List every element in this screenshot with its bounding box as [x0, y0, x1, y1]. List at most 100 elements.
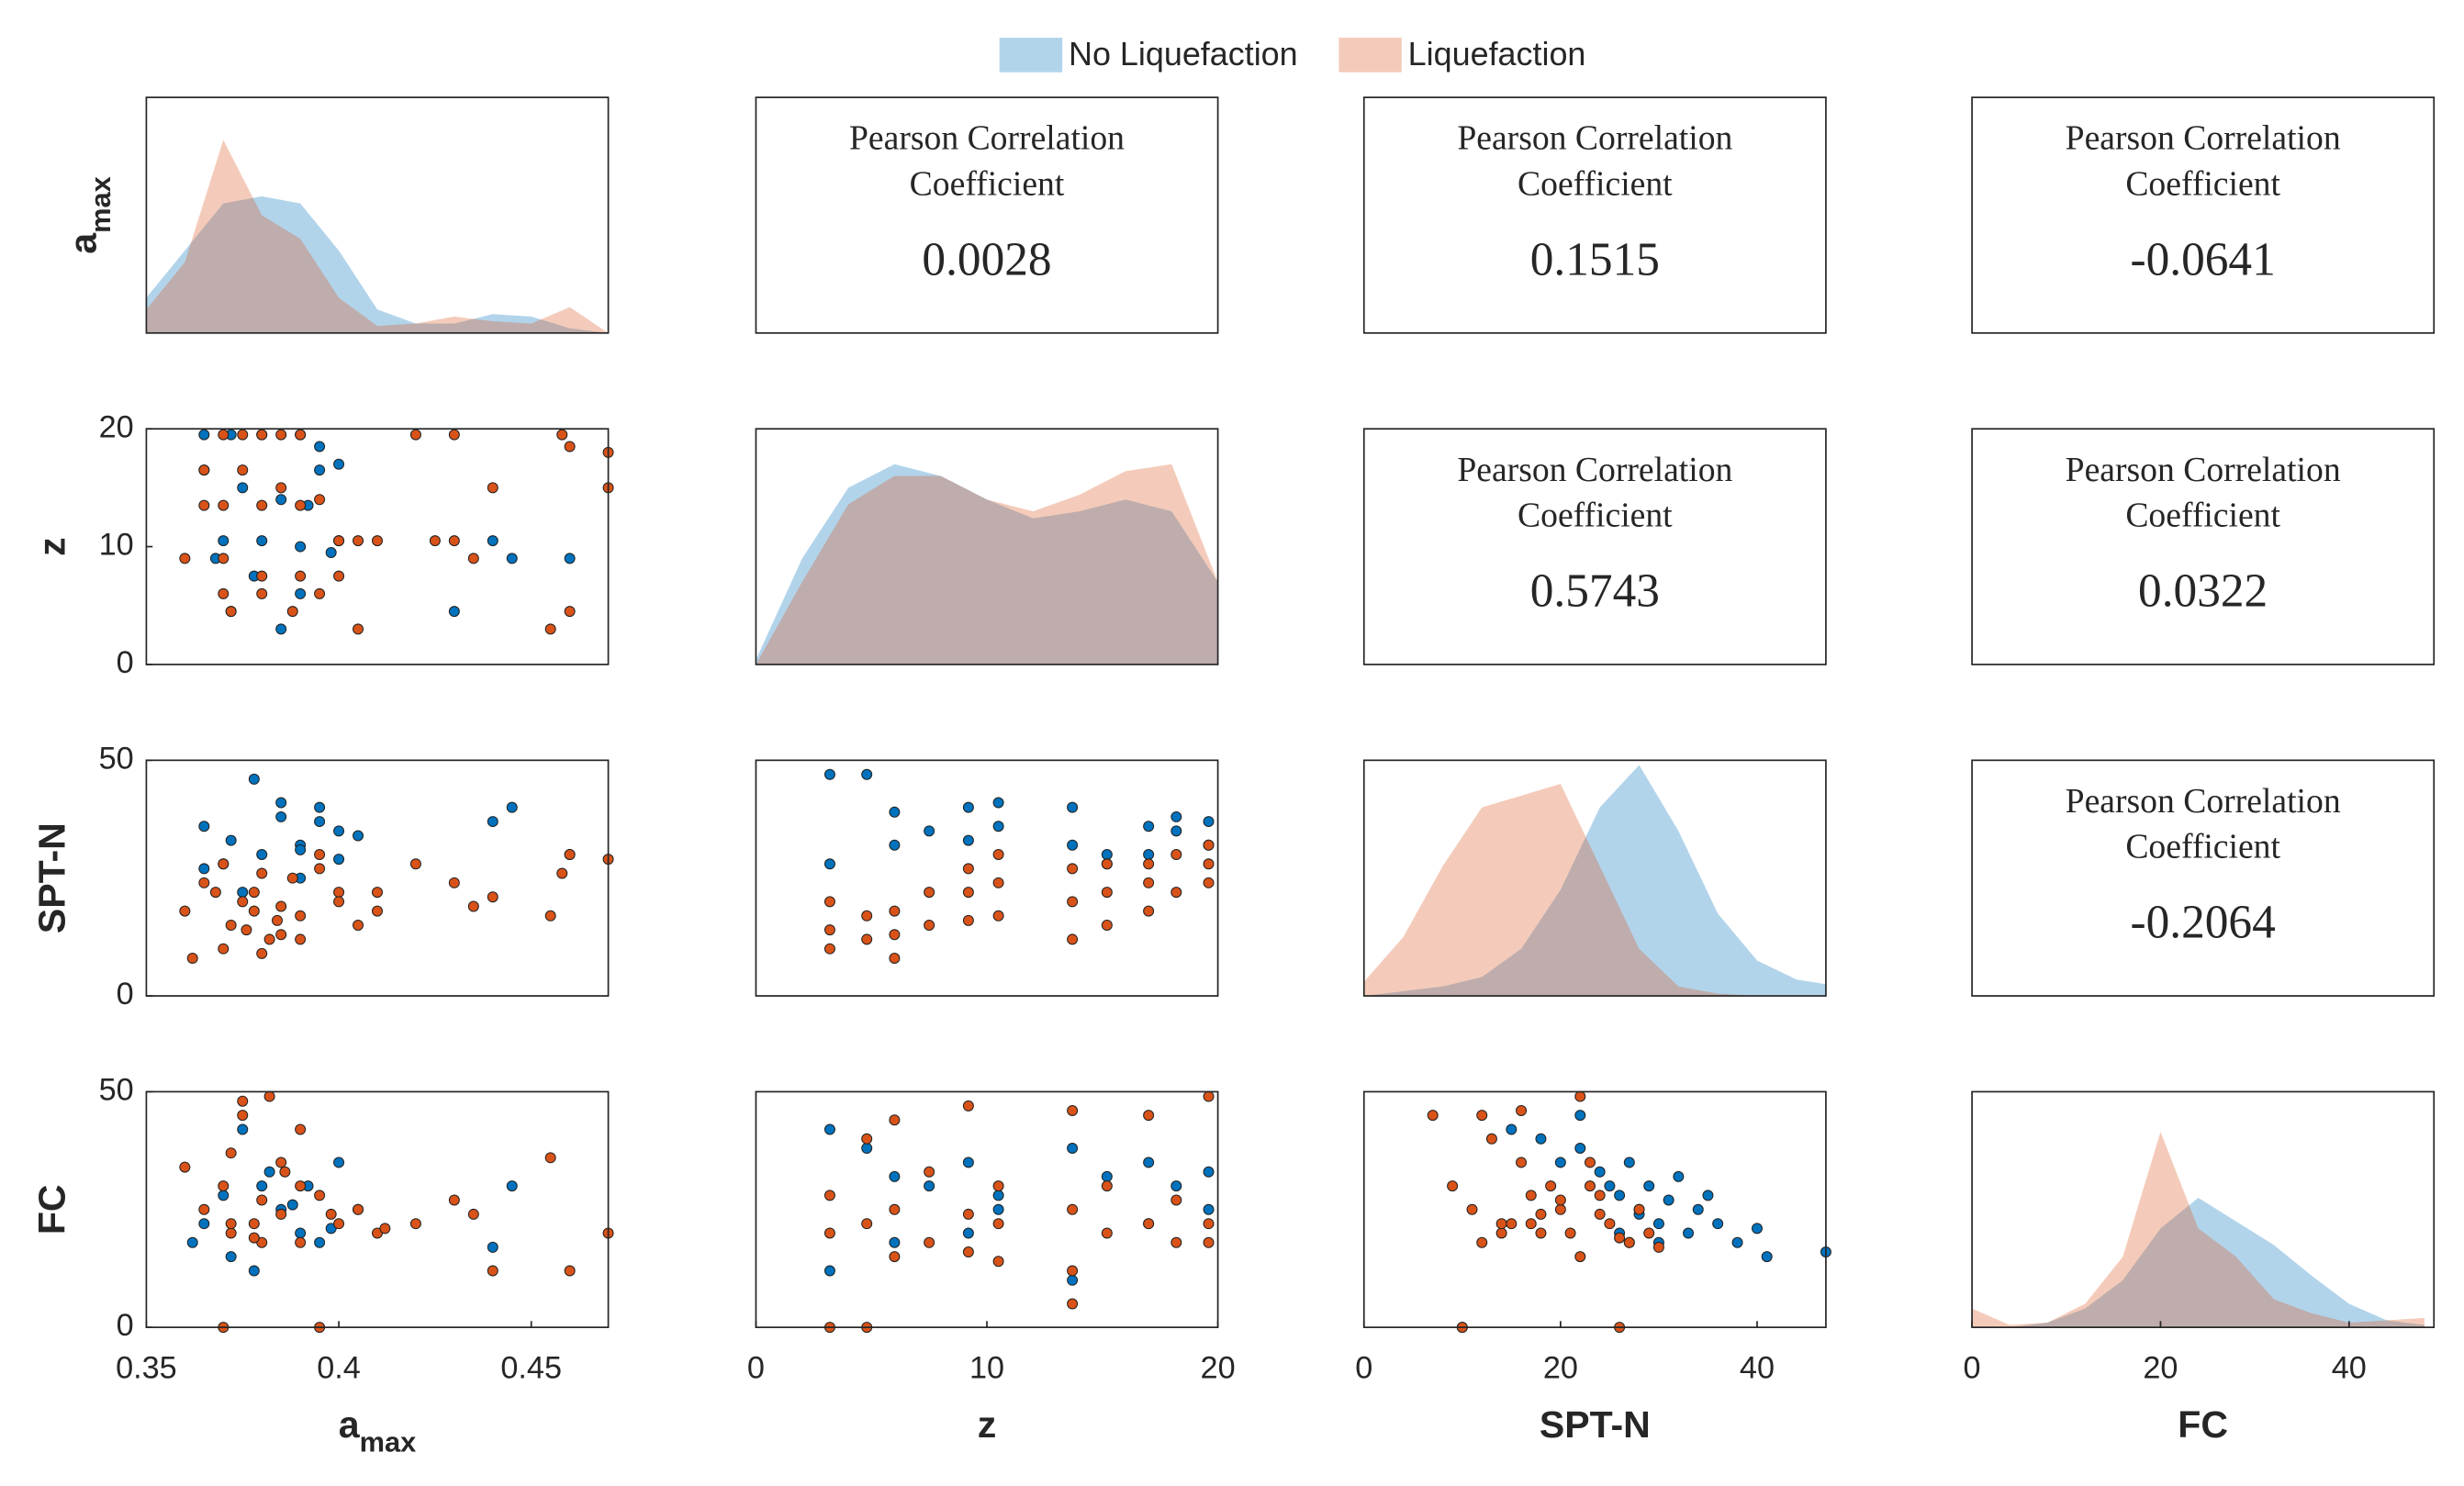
correlation-value: 0.0028	[922, 233, 1051, 285]
scatter-point	[275, 810, 287, 822]
scatter-point	[823, 1227, 835, 1239]
panel-box	[1971, 96, 2436, 334]
text-title: Coefficient	[2125, 828, 2280, 866]
scatter-point	[889, 1203, 901, 1215]
scatter-point	[275, 482, 287, 494]
scatter-point	[225, 1218, 237, 1230]
scatter-point	[889, 806, 901, 818]
scatter-point	[962, 1156, 974, 1168]
scatter-point	[275, 429, 287, 441]
scatter-point	[275, 623, 287, 635]
scatter-point	[275, 900, 287, 912]
panel-density	[145, 96, 610, 334]
scatter-point	[861, 1133, 873, 1145]
scatter-point	[1485, 1133, 1497, 1145]
x-tick-label: 0	[747, 1350, 765, 1385]
text-title: Pearson Correlation	[2066, 782, 2341, 821]
scatter-point	[1594, 1190, 1606, 1201]
scatter-point	[1702, 1190, 1714, 1201]
scatter-point	[1535, 1208, 1547, 1220]
scatter-point	[256, 429, 268, 441]
text-title: Pearson Correlation	[2066, 451, 2341, 489]
density-area	[1363, 765, 1826, 997]
scatter-point	[1170, 1194, 1182, 1206]
scatter-point	[1476, 1236, 1488, 1248]
scatter-point	[248, 1232, 260, 1244]
scatter-point	[1516, 1104, 1528, 1116]
scatter-point	[1067, 1298, 1079, 1310]
scatter-point	[992, 1218, 1004, 1230]
scatter-point	[962, 1246, 974, 1257]
scatter-point	[924, 1166, 935, 1178]
legend-swatch	[999, 38, 1063, 73]
scatter-point	[371, 535, 383, 547]
scatter-point	[1203, 1218, 1215, 1230]
scatter-point	[467, 1208, 479, 1220]
scatter-point	[1525, 1190, 1537, 1201]
scatter-point	[889, 1236, 901, 1248]
scatter-point	[1170, 825, 1182, 837]
scatter-point	[1203, 858, 1215, 870]
scatter-point	[314, 1190, 326, 1201]
scatter-point	[218, 1180, 230, 1192]
scatter-point	[962, 914, 974, 926]
scatter-point	[487, 1241, 498, 1253]
scatter-point	[556, 867, 568, 879]
scatter-point	[333, 887, 345, 899]
scatter-point	[198, 429, 210, 441]
scatter-point	[314, 849, 326, 861]
panel-scatter: 0 10 20	[747, 1090, 1236, 1385]
scatter-point	[992, 1203, 1004, 1215]
scatter-point	[1623, 1156, 1635, 1168]
x-tick-label: 20	[1201, 1350, 1236, 1385]
scatter-point	[823, 943, 835, 955]
scatter-point	[248, 773, 260, 785]
scatter-point	[1067, 863, 1079, 875]
scatter-point	[1614, 1190, 1626, 1201]
y-axis-label: FC	[30, 1184, 73, 1235]
scatter-point	[823, 896, 835, 908]
scatter-point	[1427, 1110, 1439, 1122]
scatter-point	[286, 872, 298, 884]
scatter-point	[1203, 839, 1215, 851]
scatter-point	[295, 570, 307, 582]
scatter-point	[1101, 858, 1113, 870]
scatter-point	[448, 877, 460, 888]
scatter-point	[823, 1190, 835, 1201]
scatter-point	[256, 1194, 268, 1206]
scatter-point	[1143, 1218, 1155, 1230]
scatter-point	[1545, 1180, 1557, 1192]
scatter-point	[924, 1236, 935, 1248]
scatter-point	[271, 914, 283, 926]
scatter-point	[556, 429, 568, 441]
scatter-point	[325, 1208, 337, 1220]
scatter-point	[448, 429, 460, 441]
scatter-point	[1554, 1156, 1566, 1168]
panel-density	[1362, 759, 1827, 997]
scatter-point	[256, 499, 268, 511]
scatter-point	[275, 494, 287, 506]
scatter-point	[1574, 1110, 1586, 1122]
label-sub: max	[84, 176, 117, 233]
scatter-point	[544, 910, 556, 922]
scatter-point	[1751, 1223, 1763, 1235]
scatter-point	[1535, 1133, 1547, 1145]
correlation-value: -0.0641	[2131, 233, 2276, 285]
scatter-point	[371, 887, 383, 899]
scatter-point	[1143, 1156, 1155, 1168]
panel-scatter: 0 20 40	[1355, 1090, 1831, 1385]
scatter-point	[861, 933, 873, 945]
scatter-point	[1535, 1227, 1547, 1239]
scatter-point	[209, 887, 221, 899]
scatter-point	[256, 570, 268, 582]
scatter-point	[275, 1156, 287, 1168]
correlation-value: 0.0322	[2138, 564, 2268, 617]
scatter-point	[333, 896, 345, 908]
scatter-point	[1564, 1227, 1576, 1239]
scatter-point	[198, 464, 210, 476]
scatter-point	[1574, 1143, 1586, 1155]
scatter-point	[962, 887, 974, 899]
scatter-point	[225, 1227, 237, 1239]
text-title: Pearson Correlation	[1457, 451, 1732, 489]
scatter-point	[186, 952, 198, 964]
